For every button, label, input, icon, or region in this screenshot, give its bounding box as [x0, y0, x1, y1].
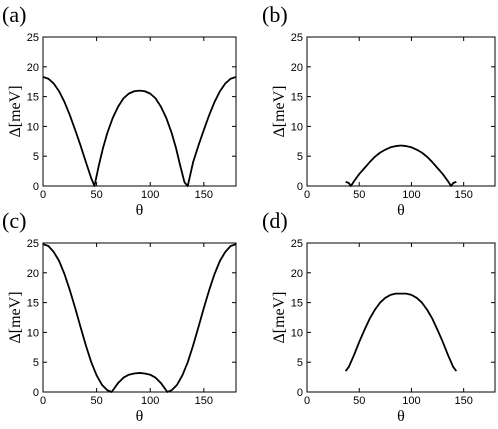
- y-tick-label: 10: [27, 121, 39, 133]
- y-axis-label: Δ[meV]: [271, 291, 288, 343]
- x-tick-label: 150: [454, 189, 472, 201]
- series-line: [344, 292, 458, 372]
- panel-label: (d): [262, 208, 288, 233]
- panel-label: (a): [2, 2, 26, 27]
- x-tick-label: 100: [141, 189, 159, 201]
- y-tick-label: 5: [33, 151, 39, 163]
- y-tick-label: 20: [291, 268, 303, 280]
- plot-frame: [306, 242, 496, 393]
- y-tick-label: 25: [27, 238, 39, 250]
- x-tick-label: 150: [454, 395, 472, 407]
- series-line: [42, 76, 237, 187]
- y-axis-label: Δ[meV]: [7, 85, 24, 137]
- y-tick-label: 15: [291, 298, 303, 310]
- x-axis-label: θ: [136, 408, 144, 425]
- chart-panel: (a) 0 50 100 150 0 5 10 15 20 25 θ Δ[meV]: [2, 2, 237, 219]
- series-line: [42, 243, 237, 393]
- chart-panel: (c) 0 50 100 150 0 5 10 15 20 25 θ Δ[meV]: [2, 208, 237, 425]
- series-line: [345, 144, 457, 187]
- x-tick-label: 100: [141, 395, 159, 407]
- y-tick-label: 25: [291, 32, 303, 44]
- y-tick-label: 5: [297, 151, 303, 163]
- x-tick-label: 0: [304, 395, 310, 407]
- y-tick-label: 15: [27, 92, 39, 104]
- x-axis-label: θ: [136, 202, 144, 219]
- y-axis-label: Δ[meV]: [7, 291, 24, 343]
- y-tick-label: 0: [33, 181, 39, 193]
- plot-frame: [42, 242, 237, 393]
- y-tick-label: 25: [27, 32, 39, 44]
- y-tick-label: 5: [297, 357, 303, 369]
- x-tick-label: 50: [353, 189, 365, 201]
- y-tick-label: 10: [27, 327, 39, 339]
- x-axis-label: θ: [397, 202, 405, 219]
- x-tick-label: 0: [40, 395, 46, 407]
- x-tick-label: 100: [402, 395, 420, 407]
- y-tick-label: 15: [291, 92, 303, 104]
- plot-frame: [42, 36, 237, 187]
- y-tick-label: 10: [291, 121, 303, 133]
- plot-frame: [306, 36, 496, 187]
- x-tick-label: 150: [195, 189, 213, 201]
- panel-label: (b): [262, 2, 288, 27]
- chart-panel: (d) 0 50 100 150 0 5 10 15 20 25 θ Δ[meV]: [262, 208, 496, 425]
- y-tick-label: 20: [291, 62, 303, 74]
- x-axis-label: θ: [397, 408, 405, 425]
- chart-panel: (b) 0 50 100 150 0 5 10 15 20 25 θ Δ[meV]: [262, 2, 496, 219]
- x-tick-label: 50: [90, 395, 102, 407]
- y-tick-label: 0: [297, 181, 303, 193]
- y-axis-label: Δ[meV]: [271, 85, 288, 137]
- y-tick-label: 20: [27, 62, 39, 74]
- panel-label: (c): [2, 208, 26, 233]
- x-tick-label: 50: [90, 189, 102, 201]
- y-tick-label: 20: [27, 268, 39, 280]
- x-tick-label: 50: [353, 395, 365, 407]
- y-tick-label: 0: [33, 387, 39, 399]
- y-tick-label: 5: [33, 357, 39, 369]
- y-tick-label: 25: [291, 238, 303, 250]
- y-tick-label: 10: [291, 327, 303, 339]
- y-tick-label: 15: [27, 298, 39, 310]
- x-tick-label: 0: [40, 189, 46, 201]
- x-tick-label: 150: [195, 395, 213, 407]
- y-tick-label: 0: [297, 387, 303, 399]
- x-tick-label: 0: [304, 189, 310, 201]
- x-tick-label: 100: [402, 189, 420, 201]
